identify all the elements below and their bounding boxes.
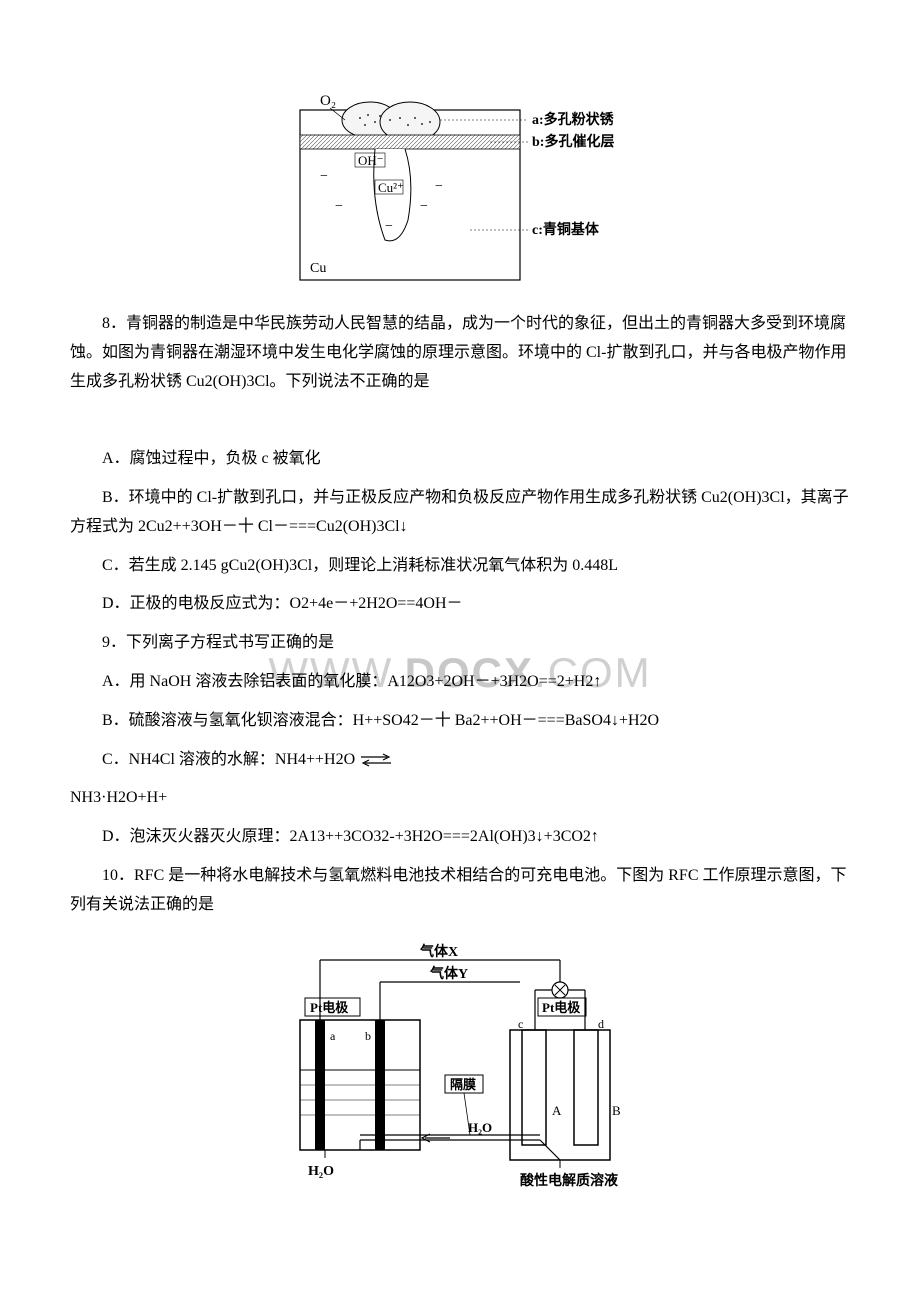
label-c2: c (518, 1017, 523, 1031)
label-o2: O₂ (320, 93, 336, 109)
q8-option-c: C．若生成 2.145 gCu2(OH)3Cl，则理论上消耗标准状况氧气体积为 … (70, 552, 850, 581)
label-c: c:青铜基体 (532, 221, 600, 238)
label-a: a:多孔粉状锈 (532, 111, 615, 128)
q8-stem: 8．青铜器的制造是中华民族劳动人民智慧的结晶，成为一个时代的象征，但出土的青铜器… (70, 310, 850, 396)
svg-text:−: − (335, 199, 343, 214)
svg-text:−: − (420, 199, 428, 214)
label-cu: Cu (310, 261, 326, 276)
svg-text:−: − (435, 179, 443, 194)
label-h2o-left: H₂O (308, 1164, 334, 1179)
q9-option-d: D．泡沫灭火器灭火原理：2A13++3CO32-+3H2O===2Al(OH)3… (70, 823, 850, 852)
label-big-a: A (552, 1103, 562, 1118)
rfc-diagram: 气体X 气体Y Pt电极 a b H₂O c d A B Pt电极 隔膜 (260, 940, 660, 1200)
q9-option-a: A．用 NaOH 溶液去除铝表面的氧化膜：A12O3+2OH－+3H2O==2+… (70, 668, 850, 697)
q9-option-c: C．NH4Cl 溶液的水解：NH4++H2O (70, 746, 850, 775)
label-a2: a (330, 1029, 336, 1043)
svg-text:−: − (385, 219, 393, 234)
label-pt-left: Pt电极 (310, 1000, 349, 1015)
label-gasy: 气体Y (429, 965, 468, 982)
label-b2: b (365, 1029, 371, 1043)
label-big-b: B (612, 1103, 621, 1118)
q10-stem: 10．RFC 是一种将水电解技术与氢氧燃料电池技术相结合的可充电电池。下图为 R… (70, 862, 850, 920)
label-cu2plus: Cu²⁺ (378, 180, 404, 195)
q9-stem: 9．下列离子方程式书写正确的是 (70, 629, 850, 658)
q9-c-prefix: C．NH4Cl 溶液的水解：NH4++H2O (102, 751, 355, 768)
q8-option-d: D．正极的电极反应式为：O2+4e－+2H2O==4OH－ (70, 590, 850, 619)
label-pt-right: Pt电极 (542, 1000, 581, 1015)
equilibrium-arrow-icon (359, 752, 393, 768)
label-electrolyte: 酸性电解质溶液 (520, 1172, 619, 1189)
label-membrane: 隔膜 (450, 1077, 476, 1092)
label-b: b:多孔催化层 (532, 133, 614, 150)
bronze-corrosion-diagram: − − − − − O₂ OH⁻ Cu²⁺ Cu a:多孔粉状锈 b:多孔催化层… (290, 80, 630, 290)
q9-option-b: B．硫酸溶液与氢氧化钡溶液混合：H++SO42－十 Ba2++OH－===BaS… (70, 707, 850, 736)
svg-text:−: − (320, 169, 328, 184)
q8-option-a: A．腐蚀过程中，负极 c 被氧化 (70, 445, 850, 474)
q8-option-b: B．环境中的 Cl-扩散到孔口，并与正极反应产物和负极反应产物作用生成多孔粉状锈… (70, 484, 850, 542)
label-h2o-arrow: H₂O (468, 1120, 492, 1135)
label-d2: d (598, 1017, 604, 1031)
label-oh: OH⁻ (358, 153, 384, 168)
q9-option-c-cont: NH3·H2O+H+ (70, 784, 850, 813)
label-gasx: 气体X (419, 943, 458, 960)
